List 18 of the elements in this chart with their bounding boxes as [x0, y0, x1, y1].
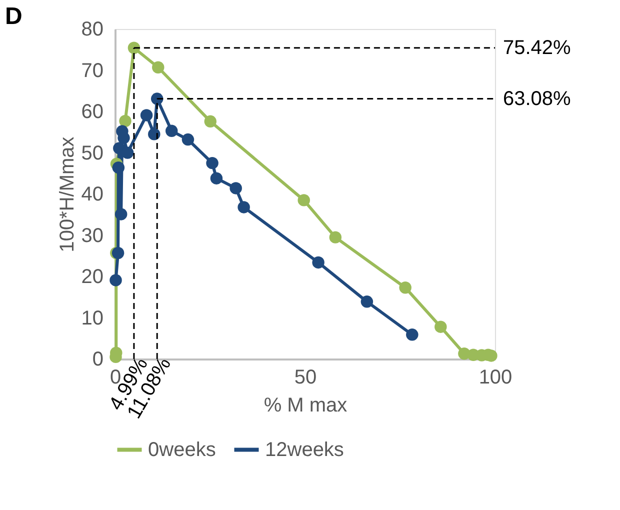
- y-axis-title: 100*H/Mmax: [56, 136, 78, 252]
- y-tick-label: 40: [81, 184, 104, 206]
- ref-line-label: 75.42%: [503, 36, 572, 59]
- y-tick-label: 10: [81, 307, 104, 330]
- chart-title: D: [5, 3, 22, 30]
- legend-label: 0weeks: [148, 438, 216, 461]
- y-tick-label: 80: [81, 18, 104, 40]
- x-tick-label: 50: [294, 366, 317, 388]
- y-tick-label: 50: [81, 142, 104, 164]
- y-tick-label: 20: [81, 266, 104, 288]
- ref-line-label: 63.08%: [503, 88, 572, 110]
- y-tick-label: 60: [81, 101, 104, 123]
- y-tick-label: 0: [92, 348, 104, 370]
- x-axis-title: % M max: [264, 394, 348, 416]
- legend-label: 12weeks: [265, 438, 344, 461]
- y-tick-label: 30: [81, 224, 104, 247]
- y-tick-label: 70: [81, 60, 104, 82]
- x-tick-label: 100: [478, 366, 512, 388]
